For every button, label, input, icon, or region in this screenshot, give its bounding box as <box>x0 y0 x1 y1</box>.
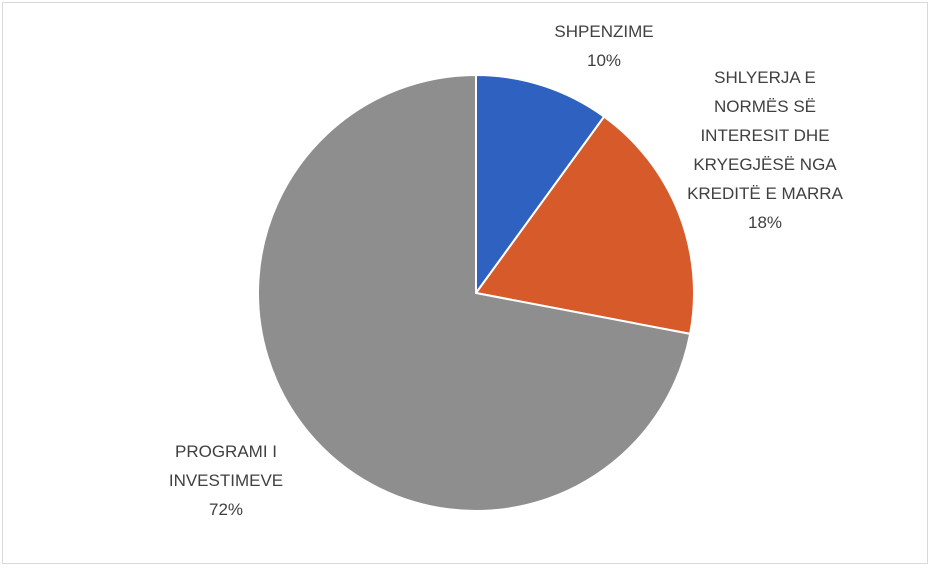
chart-frame <box>2 2 928 564</box>
value-label: 72% <box>208 500 244 519</box>
category-label: SHPENZIME <box>554 22 654 41</box>
value-label: 18% <box>747 213 783 232</box>
data-label: SHPENZIME 10% <box>524 17 684 75</box>
pie-slice <box>475 73 606 297</box>
data-label: SHLYERJA E NORMËS SË INTERESIT DHE KRYEG… <box>675 63 855 237</box>
pie-slice <box>257 73 692 512</box>
value-label: 10% <box>586 51 622 70</box>
data-label: PROGRAMI I INVESTIMEVE 72% <box>146 437 306 524</box>
category-label: SHLYERJA E NORMËS SË INTERESIT DHE KRYEG… <box>687 68 843 203</box>
pie-slice <box>474 115 695 336</box>
category-label: PROGRAMI I INVESTIMEVE <box>168 442 284 490</box>
